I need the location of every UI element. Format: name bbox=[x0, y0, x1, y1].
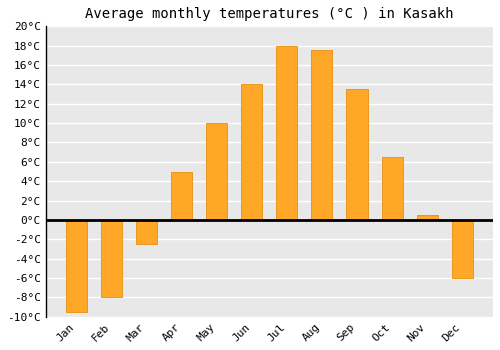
Bar bbox=[241, 84, 262, 220]
Bar bbox=[452, 220, 472, 278]
Bar bbox=[416, 215, 438, 220]
Bar bbox=[382, 157, 402, 220]
Bar bbox=[136, 220, 157, 244]
Title: Average monthly temperatures (°C ) in Kasakh: Average monthly temperatures (°C ) in Ka… bbox=[85, 7, 454, 21]
Bar bbox=[276, 46, 297, 220]
Bar bbox=[206, 123, 227, 220]
Bar bbox=[346, 89, 368, 220]
Bar bbox=[171, 172, 192, 220]
Bar bbox=[312, 50, 332, 220]
Bar bbox=[66, 220, 87, 312]
Bar bbox=[101, 220, 122, 298]
